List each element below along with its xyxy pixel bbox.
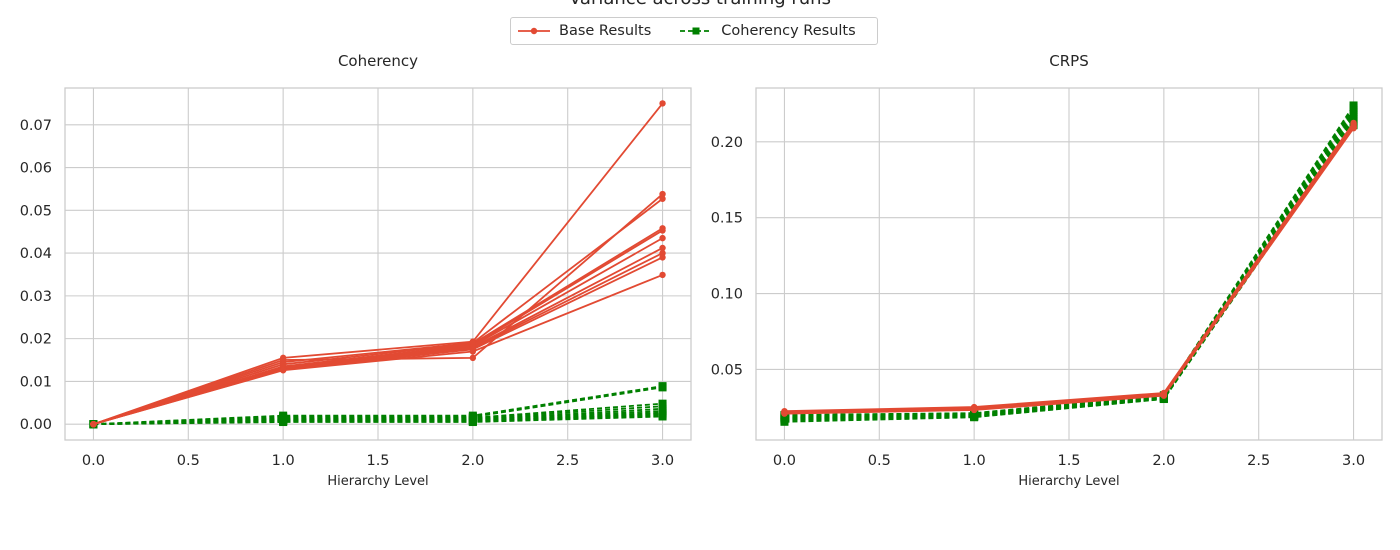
data-point: [781, 410, 788, 417]
figure-title: Variance across training runs: [0, 0, 1400, 9]
x-tick-label: 0.5: [177, 453, 200, 469]
y-tick-label: 0.01: [20, 374, 52, 390]
y-tick-label: 0.05: [711, 362, 743, 378]
data-point: [659, 227, 666, 234]
y-tick-label: 0.03: [20, 289, 52, 305]
x-axis-title: Hierarchy Level: [327, 474, 428, 489]
series-line: [93, 102, 664, 426]
data-point: [659, 244, 666, 252]
legend-marker-base-results: [518, 27, 550, 35]
y-tick-label: 0.10: [711, 287, 743, 303]
data-point: [468, 418, 477, 427]
series-line: [93, 227, 664, 426]
data-point: [658, 412, 667, 421]
data-point: [1160, 392, 1168, 399]
series-base-results: [90, 271, 666, 428]
y-tick-label: 0.00: [20, 417, 52, 433]
x-tick-label: 0.0: [773, 453, 796, 469]
series-line: [784, 118, 1355, 420]
x-tick-label: 2.0: [461, 453, 484, 469]
x-tick-label: 3.0: [1342, 453, 1365, 469]
series-line: [93, 274, 663, 426]
legend: Base Results Coherency Results: [510, 17, 878, 45]
data-point: [659, 271, 666, 279]
data-point: [659, 195, 666, 202]
x-tick-label: 1.0: [963, 453, 986, 469]
y-tick-label: 0.06: [20, 161, 52, 177]
data-point: [279, 367, 287, 374]
x-tick-label: 1.5: [366, 453, 389, 469]
data-point: [659, 100, 666, 107]
data-point: [658, 383, 667, 392]
x-tick-label: 2.5: [1247, 453, 1270, 469]
x-tick-label: 0.0: [82, 453, 105, 469]
data-point: [1159, 395, 1168, 404]
data-point: [780, 417, 789, 426]
series-line: [784, 111, 1355, 419]
x-tick-label: 2.0: [1152, 453, 1175, 469]
y-tick-label: 0.15: [711, 211, 743, 227]
x-tick-label: 1.0: [272, 453, 295, 469]
legend-label-coherency-results: Coherency Results: [721, 23, 856, 39]
series-line: [784, 116, 1355, 420]
x-tick-label: 2.5: [556, 453, 579, 469]
data-point: [970, 413, 979, 422]
data-point: [659, 190, 666, 198]
data-point: [970, 406, 978, 414]
series-base-results: [781, 125, 1357, 417]
panel-title: Coherency: [338, 52, 418, 70]
series-line: [93, 386, 663, 426]
data-point: [90, 420, 97, 428]
panel-title: CRPS: [1049, 52, 1088, 70]
x-axis-title: Hierarchy Level: [1018, 474, 1119, 489]
y-tick-label: 0.05: [20, 203, 52, 219]
series-line: [784, 114, 1355, 419]
panel-coherency: 0.0 0.5 1.0 1.5 2.0 2.5 3.0 0.00 0.01 0.02 0.03 0.0…: [20, 52, 692, 489]
data-point: [1350, 125, 1357, 132]
data-point: [469, 348, 477, 355]
series-line: [93, 415, 663, 426]
data-point: [659, 234, 666, 242]
series-line: [784, 127, 1355, 415]
y-tick-label: 0.20: [711, 135, 743, 151]
gridlines: [65, 88, 691, 440]
legend-item-base-results: Base Results: [511, 23, 651, 39]
series-line: [93, 385, 663, 426]
data-point: [659, 254, 666, 261]
data-point: [469, 354, 477, 362]
x-tick-label: 0.5: [868, 453, 891, 469]
legend-marker-coherency-results: [680, 27, 713, 35]
data-point: [279, 418, 288, 427]
series-line: [93, 198, 664, 426]
y-tick-label: 0.02: [20, 332, 52, 348]
y-tick-label: 0.07: [20, 118, 52, 134]
panel-crps: 0.0 0.5 1.0 1.5 2.0 2.5 3.0 0.05 0.10 0.15 0.20 CRP…: [711, 52, 1383, 489]
x-tick-label: 1.5: [1057, 453, 1080, 469]
legend-item-coherency-results: Coherency Results: [673, 23, 856, 39]
y-tick-label: 0.04: [20, 246, 52, 262]
plot-frame: [755, 87, 1383, 441]
x-tick-label: 3.0: [651, 453, 674, 469]
gridlines: [756, 88, 1382, 440]
legend-label-base-results: Base Results: [559, 23, 652, 39]
plot-frame: [64, 87, 692, 441]
